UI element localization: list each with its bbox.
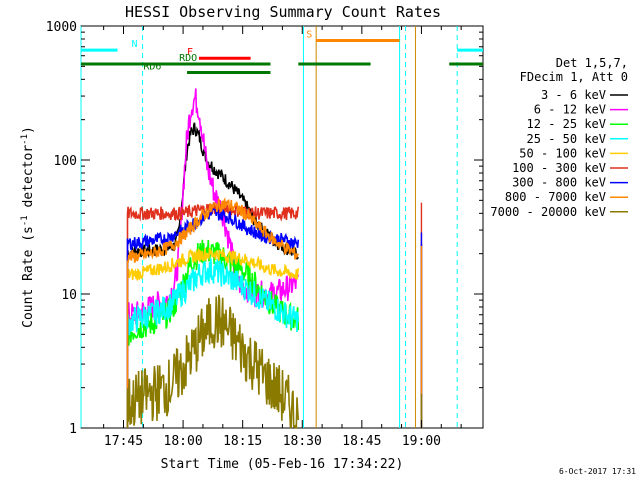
x-tick-label-2: 18:15 bbox=[223, 434, 262, 449]
legend-header-1: FDecim 1, Att 0 bbox=[520, 70, 628, 84]
series-line-3 bbox=[126, 258, 300, 428]
y-label-sup-1: -1 bbox=[20, 215, 30, 226]
y-tick-label-3: 1000 bbox=[46, 20, 77, 35]
state-label-2: RDO bbox=[179, 53, 197, 64]
state-label-0: N bbox=[131, 39, 137, 50]
y-axis-label: Count Rate (s-1 detector-1) bbox=[20, 126, 36, 328]
chart-title: HESSI Observing Summary Count Rates bbox=[125, 3, 441, 21]
x-tick-label-3: 18:30 bbox=[283, 434, 322, 449]
x-axis-ticks: 17:45 18:00 18:15 18:30 18:45 19:00 bbox=[103, 26, 462, 449]
x-tick-label-1: 18:00 bbox=[164, 434, 203, 449]
legend-label-6: 300 - 800 keV bbox=[512, 176, 606, 190]
legend-header-0: Det 1,5,7, bbox=[556, 56, 628, 70]
y-axis-ticks: 1 10 100 1000 bbox=[46, 20, 483, 437]
legend-label-5: 100 - 300 keV bbox=[512, 161, 606, 175]
y-tick-label-0: 1 bbox=[69, 422, 77, 437]
legend-label-3: 25 - 50 keV bbox=[527, 132, 606, 146]
legend-label-7: 800 - 7000 keV bbox=[505, 190, 606, 204]
series-line-4 bbox=[126, 247, 300, 428]
series-line-8 bbox=[126, 294, 300, 429]
y-tick-label-2: 100 bbox=[54, 154, 77, 169]
x-tick-label-4: 18:45 bbox=[342, 434, 381, 449]
legend-label-8: 7000 - 20000 keV bbox=[490, 205, 606, 219]
legend-label-1: 6 - 12 keV bbox=[534, 103, 606, 117]
y-label-part-3: ) bbox=[21, 126, 36, 134]
y-label-part-2: detector bbox=[21, 145, 36, 216]
x-tick-label-0: 17:45 bbox=[104, 434, 143, 449]
event-vertical-lines bbox=[80, 26, 458, 428]
date-stamp: 6-Oct-2017 17:31 bbox=[559, 467, 636, 476]
x-tick-label-5: 19:00 bbox=[402, 434, 441, 449]
series-line-6 bbox=[126, 207, 300, 428]
legend-label-0: 3 - 6 keV bbox=[541, 88, 606, 102]
y-label-part-1: Count Rate (s bbox=[21, 226, 36, 328]
y-tick-label-1: 10 bbox=[61, 288, 77, 303]
y-label-sup-2: -1 bbox=[20, 134, 30, 145]
series-group bbox=[126, 88, 423, 429]
state-label-4: S bbox=[306, 29, 312, 40]
state-label-3: RD6 bbox=[143, 61, 161, 72]
plot-frame bbox=[80, 25, 484, 429]
series-line-1 bbox=[126, 88, 300, 428]
x-axis-label: Start Time (05-Feb-16 17:34:22) bbox=[161, 457, 404, 472]
legend-label-2: 12 - 25 keV bbox=[527, 117, 606, 131]
legend-label-4: 50 - 100 keV bbox=[519, 146, 606, 160]
state-label-1: F bbox=[187, 47, 193, 58]
series-line-7 bbox=[126, 196, 300, 428]
